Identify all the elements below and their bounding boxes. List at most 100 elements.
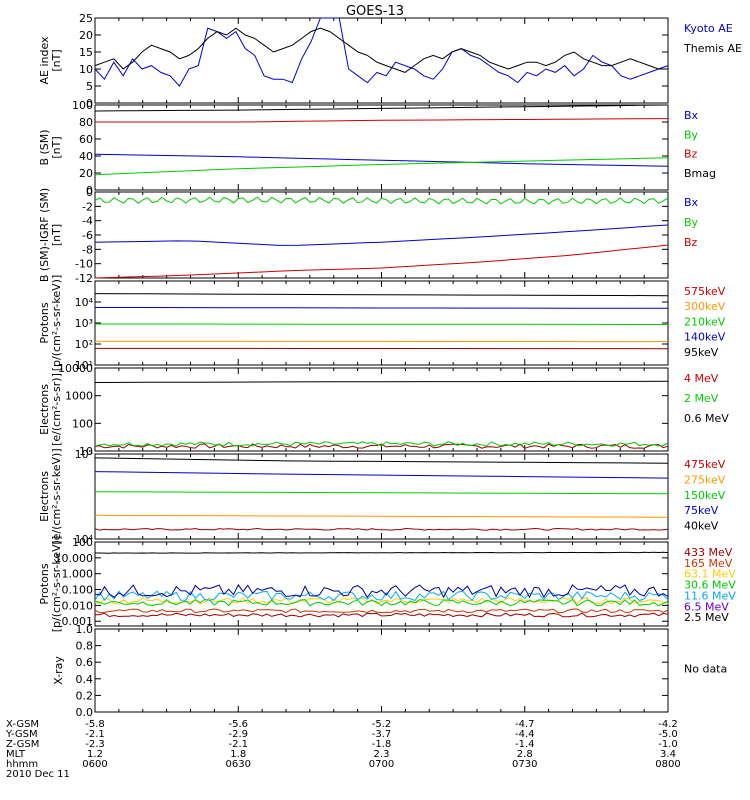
legend-entry: 165 MeV bbox=[684, 557, 733, 570]
y-tick-label: 10 bbox=[79, 63, 93, 76]
y-tick-label: 10³ bbox=[75, 317, 93, 330]
series-line bbox=[95, 307, 668, 309]
y-tick-label: 1.000 bbox=[62, 568, 94, 581]
x-axis-value: 1.8 bbox=[230, 749, 246, 760]
legend-entry: 275keV bbox=[684, 473, 726, 486]
y-tick-label: 0.6 bbox=[76, 656, 94, 669]
legend-entry: 75keV bbox=[684, 504, 719, 517]
y-tick-label: 0.2 bbox=[76, 689, 94, 702]
series-line bbox=[94, 457, 669, 464]
x-axis-value: -4.2 bbox=[658, 719, 678, 730]
legend-entry: 6.5 MeV bbox=[684, 600, 729, 613]
y-axis-label-line: B (SM) bbox=[38, 129, 51, 165]
y-axis-label: X-ray bbox=[52, 656, 65, 685]
legend-entry: 140keV bbox=[684, 331, 726, 344]
panel-2: 0 20 40 60 80 100 B (SM)[nT] Bx By Bz Bmag bbox=[38, 99, 716, 197]
y-axis-label: Electrons[e/(cm²-s-sr-keV)] bbox=[38, 448, 63, 544]
series-line bbox=[95, 323, 669, 325]
y-tick-label: 100 bbox=[72, 417, 93, 430]
legend-entry: By bbox=[684, 128, 699, 141]
legend-entry: 210keV bbox=[684, 315, 726, 328]
legend-entry: 11.6 MeV bbox=[684, 589, 736, 602]
y-tick-label: 60 bbox=[79, 133, 93, 146]
legend-entry: 2 MeV bbox=[684, 392, 719, 405]
series-line bbox=[94, 608, 669, 614]
y-tick-label: 10⁵ bbox=[75, 448, 93, 461]
plot-title: GOES-13 bbox=[346, 4, 404, 19]
y-tick-label: 10² bbox=[75, 338, 93, 351]
y-tick-label: 0 bbox=[86, 184, 93, 197]
panel-8: 0.0 0.2 0.4 0.6 0.8 1.0 X-ray No data bbox=[52, 623, 727, 719]
y-axis-label-line: AE index bbox=[38, 36, 51, 85]
legend-entry: 40keV bbox=[684, 520, 719, 533]
y-tick-label: 1000 bbox=[65, 390, 93, 403]
y-tick-label: 10⁴ bbox=[75, 296, 94, 309]
x-axis-value: -2.1 bbox=[85, 729, 105, 740]
y-tick-label: 0.8 bbox=[76, 640, 94, 653]
y-axis-label-line: [e/(cm²-s-sr)] bbox=[50, 373, 63, 446]
y-tick-label: 15 bbox=[79, 46, 93, 59]
legend-entry: 95keV bbox=[684, 346, 719, 359]
legend-entry: 63.1 MeV bbox=[684, 568, 736, 581]
x-axis-value: 0730 bbox=[512, 759, 537, 770]
legend-entry: 475keV bbox=[684, 458, 726, 471]
y-tick-label: 100 bbox=[72, 99, 93, 112]
series-line bbox=[94, 104, 669, 112]
x-axis-value: 0600 bbox=[82, 759, 107, 770]
y-axis-label-line: Electrons bbox=[38, 384, 51, 435]
panel-frame bbox=[94, 367, 669, 452]
legend-entry: Kyoto AE bbox=[684, 22, 733, 35]
series-line bbox=[94, 514, 669, 518]
legend-entry: 300keV bbox=[684, 300, 726, 313]
x-axis-value: -4.7 bbox=[515, 719, 535, 730]
x-axis-value: -2.1 bbox=[228, 739, 248, 750]
y-tick-label: 40 bbox=[79, 150, 93, 163]
y-tick-label: -6 bbox=[82, 229, 93, 242]
legend-entry: By bbox=[684, 216, 699, 229]
series-line bbox=[94, 293, 669, 297]
y-tick-label: 0.4 bbox=[76, 673, 94, 686]
x-axis-value: -5.6 bbox=[228, 719, 248, 730]
series-line bbox=[94, 471, 669, 479]
series-line bbox=[94, 157, 669, 176]
x-axis-value: -2.9 bbox=[228, 729, 248, 740]
series-line bbox=[94, 598, 669, 607]
y-tick-label: -8 bbox=[82, 243, 93, 256]
y-tick-label: 100 bbox=[72, 536, 93, 549]
y-tick-label: 0.0 bbox=[76, 706, 94, 719]
series-line bbox=[94, 443, 669, 449]
y-tick-label: 1.0 bbox=[76, 623, 94, 636]
y-axis-label-line: [nT] bbox=[50, 136, 63, 158]
y-axis-label-line: [p/(cm²-s-sr-keV)] bbox=[50, 536, 63, 633]
panel-3: -12-10 -8-6-4 -2 0 B (SM)-IGRF (SM)[nT] Bx By B… bbox=[38, 186, 699, 285]
series-line bbox=[95, 612, 669, 618]
x-axis-value: -3.7 bbox=[372, 729, 392, 740]
y-tick-label: 10⁴ bbox=[75, 533, 94, 546]
y-tick-label: 10.000 bbox=[55, 552, 94, 565]
y-tick-label: 10 bbox=[79, 445, 93, 458]
panel-7: 0.001 0.010 0.100 1.000 10.000 100 Protons[p/(… bbox=[38, 536, 736, 633]
date-label: 2010 Dec 11 bbox=[6, 769, 70, 780]
legend-entry: No data bbox=[684, 663, 727, 676]
panel-frame bbox=[94, 104, 669, 191]
y-tick-label: -12 bbox=[75, 272, 93, 285]
x-axis-value: 0630 bbox=[226, 759, 251, 770]
series-line bbox=[94, 441, 669, 447]
x-axis-row-label: Z-GSM bbox=[6, 739, 39, 750]
x-axis-value: 2.3 bbox=[374, 749, 390, 760]
x-axis-value: -4.4 bbox=[515, 729, 535, 740]
panel-frame bbox=[94, 453, 669, 540]
x-axis-value: -1.8 bbox=[372, 739, 392, 750]
panel-4: 10¹ 10² 10³ 10⁴ Protons[p/(cm²-s-sr-keV)] 575… bbox=[38, 275, 726, 372]
x-axis-value: -5.0 bbox=[658, 729, 678, 740]
y-axis-label-line: [nT] bbox=[50, 49, 63, 71]
y-axis-label-line: Electrons bbox=[38, 471, 51, 522]
x-axis-value: -5.8 bbox=[85, 719, 105, 730]
y-axis-label: Electrons[e/(cm²-s-sr)] bbox=[38, 373, 63, 446]
y-axis-label-line: Protons bbox=[38, 563, 51, 604]
y-axis-label: Protons[p/(cm²-s-sr-keV)] bbox=[38, 536, 63, 633]
series-line bbox=[94, 17, 669, 87]
x-axis-value: 2.8 bbox=[517, 749, 533, 760]
